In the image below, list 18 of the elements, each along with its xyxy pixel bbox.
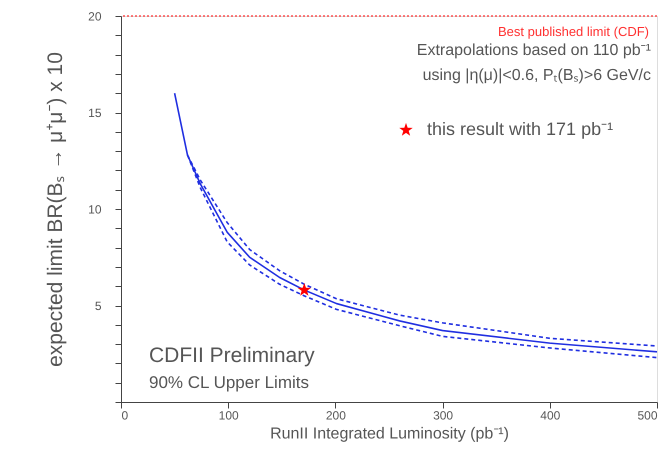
x-tick-label: 200 [326,408,346,422]
x-tick-label: 400 [540,408,561,422]
annotation: CDFII Preliminary [149,344,316,367]
x-tick-label: 300 [433,408,454,422]
x-tick-label: 100 [218,408,240,422]
ref-line-label: Best published limit (CDF) [498,24,649,39]
x-tick-label: 500 [637,408,658,422]
annotation: Extrapolations based on 110 pb⁻¹ [416,42,651,59]
x-axis-title: RunII Integrated Luminosity (pb⁻¹) [270,426,509,442]
legend-label: this result with 171 pb⁻¹ [427,119,614,139]
y-tick-label: 10 [88,202,102,216]
annotation: using |η(μ)|<0.6, Pₜ(Bₛ)>6 GeV/c [422,67,651,84]
y-axis-title: expected limit BR(Bₛ → μ⁺μ⁻) x 10 [44,52,68,367]
x-tick-label: 0 [122,408,128,422]
y-tick-label: 15 [88,106,102,120]
annotation: 90% CL Upper Limits [149,373,309,392]
y-tick-label: 5 [94,299,102,313]
y-tick-label: 20 [88,10,102,24]
